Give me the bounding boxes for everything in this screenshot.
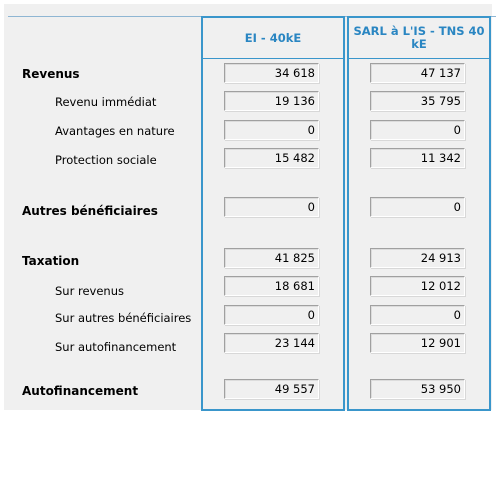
column-header-sarl: SARL à L'IS - TNS 40 kE xyxy=(353,24,485,51)
value-field-sur-autofinancement-sarl: 12 901 xyxy=(370,333,465,353)
row-label-taxation: Taxation xyxy=(22,254,80,268)
row-label-sur-revenus: Sur revenus xyxy=(55,284,124,298)
value-field-sur-autofinancement-ei: 23 144 xyxy=(224,333,319,353)
row-label-revenus: Revenus xyxy=(22,67,80,81)
row-label-sur-autofinancement: Sur autofinancement xyxy=(55,340,177,354)
row-label-autofinancement: Autofinancement xyxy=(22,384,139,398)
value-field-autofinancement-ei: 49 557 xyxy=(224,379,319,399)
row-label-protection-sociale: Protection sociale xyxy=(55,153,157,167)
value-field-taxation-sarl: 24 913 xyxy=(370,248,465,268)
row-label-revenu-immediat: Revenu immédiat xyxy=(55,95,157,109)
value-field-taxation-ei: 41 825 xyxy=(224,248,319,268)
value-field-autres-beneficiaires-sarl: 0 xyxy=(370,197,465,217)
row-label-avantages-en-nature: Avantages en nature xyxy=(55,124,175,138)
value-field-autres-beneficiaires-ei: 0 xyxy=(224,197,319,217)
value-field-protection-sociale-sarl: 11 342 xyxy=(370,148,465,168)
column-header-divider xyxy=(201,58,345,59)
value-field-autofinancement-sarl: 53 950 xyxy=(370,379,465,399)
value-field-revenus-ei: 34 618 xyxy=(224,63,319,83)
value-field-sur-autres-beneficiaires-ei: 0 xyxy=(224,305,319,325)
value-field-sur-autres-beneficiaires-sarl: 0 xyxy=(370,305,465,325)
row-label-sur-autres-beneficiaires: Sur autres bénéficiaires xyxy=(55,311,192,325)
value-field-protection-sociale-ei: 15 482 xyxy=(224,148,319,168)
value-field-revenu-immediat-sarl: 35 795 xyxy=(370,91,465,111)
value-field-revenu-immediat-ei: 19 136 xyxy=(224,91,319,111)
value-field-revenus-sarl: 47 137 xyxy=(370,63,465,83)
column-header-ei: EI - 40kE xyxy=(244,30,302,45)
value-field-sur-revenus-ei: 18 681 xyxy=(224,276,319,296)
row-label-autres-beneficiaires: Autres bénéficiaires xyxy=(22,204,158,218)
value-field-sur-revenus-sarl: 12 012 xyxy=(370,276,465,296)
value-field-avantages-sarl: 0 xyxy=(370,120,465,140)
value-field-avantages-ei: 0 xyxy=(224,120,319,140)
column-header-divider xyxy=(347,58,491,59)
